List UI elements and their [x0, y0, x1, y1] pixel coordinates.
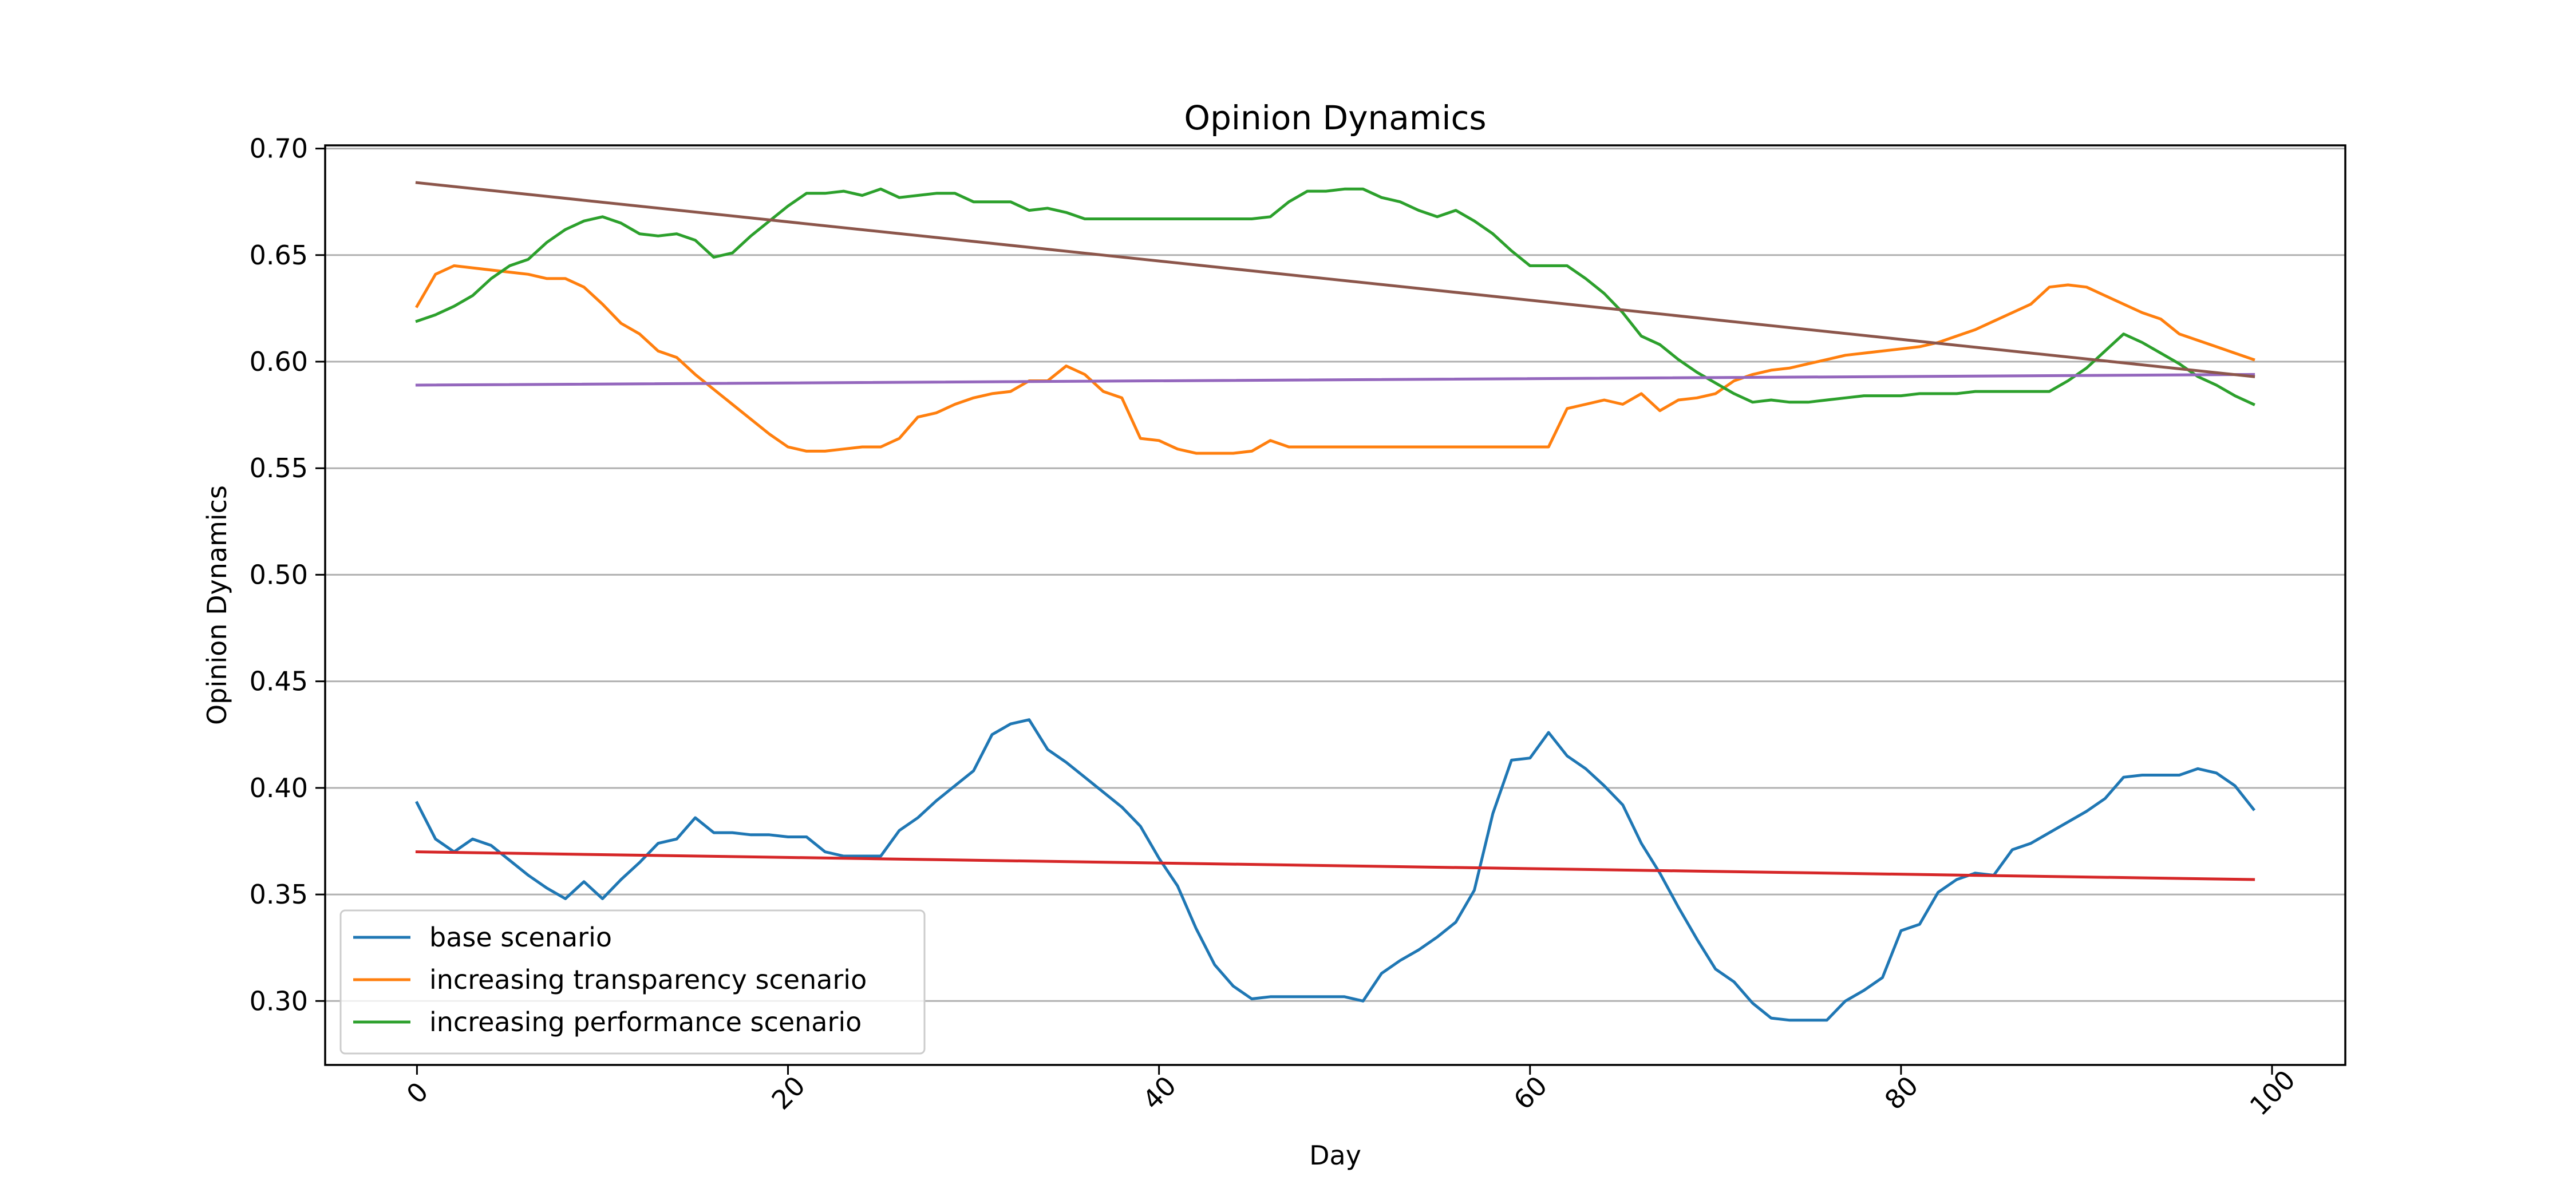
series-line-3: [415, 850, 2255, 881]
legend-item: increasing performance scenario: [353, 1007, 862, 1037]
y-tick-label: 0.60: [250, 346, 308, 377]
y-tick-label: 0.35: [250, 879, 308, 910]
series-line-0: [415, 718, 2256, 1022]
series-lines: [414, 181, 2256, 1022]
y-tick-label: 0.45: [250, 666, 308, 697]
series-line-4: [415, 373, 2255, 387]
series-line-1: [414, 264, 2255, 455]
legend-label: increasing transparency scenario: [429, 964, 867, 995]
y-tick-label: 0.65: [250, 240, 308, 271]
legend-item: base scenario: [353, 922, 612, 953]
plot-frame: [324, 144, 2346, 1066]
legend: base scenario increasing transparency sce…: [339, 909, 926, 1055]
legend-item: increasing transparency scenario: [353, 964, 867, 995]
y-tick-label: 0.55: [250, 453, 308, 484]
legend-label: increasing performance scenario: [429, 1007, 862, 1037]
y-tick-label: 0.50: [250, 559, 308, 590]
y-axis-ticks: 0.30 0.35 0.40 0.45 0.50 0.55 0.60 0.65 0.70: [250, 133, 325, 1016]
series-line-2: [415, 187, 2255, 406]
series-line-5: [415, 181, 2255, 378]
legend-label: base scenario: [429, 922, 612, 953]
x-axis-label: Day: [1309, 1140, 1361, 1171]
y-tick-label: 0.70: [250, 133, 308, 164]
legend-box: [339, 909, 926, 1055]
y-axis-label: Opinion Dynamics: [202, 485, 232, 725]
chart-title: Opinion Dynamics: [1184, 98, 1486, 137]
y-tick-label: 0.40: [250, 773, 308, 803]
y-tick-label: 0.30: [250, 985, 308, 1016]
